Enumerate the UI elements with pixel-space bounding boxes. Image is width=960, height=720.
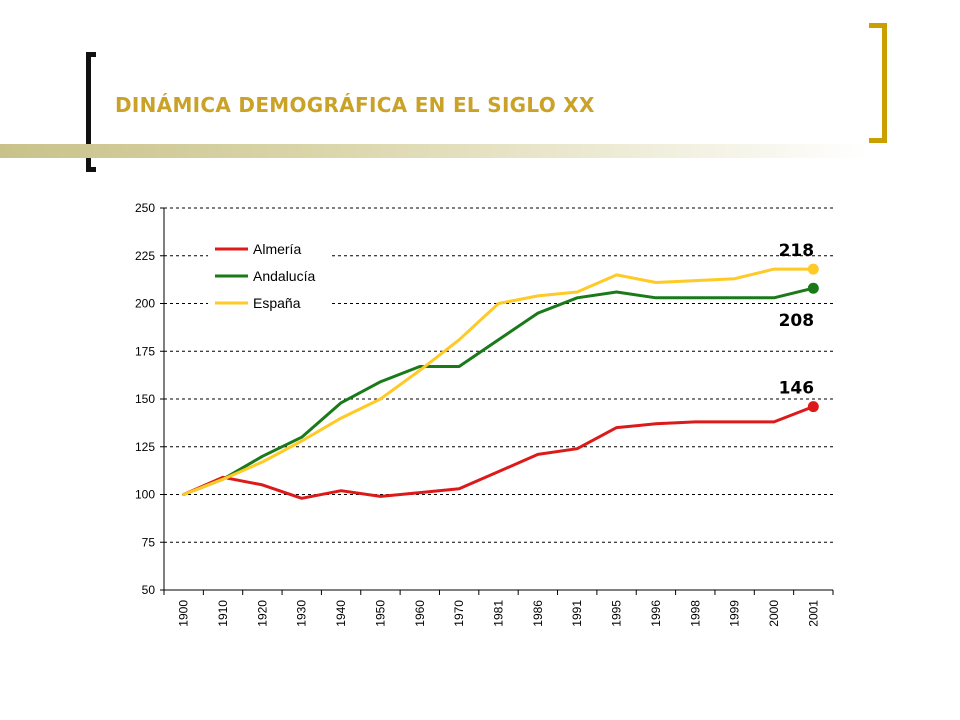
legend-label: Andalucía bbox=[253, 268, 315, 284]
y-tick-label: 225 bbox=[135, 249, 155, 263]
title-underline-band bbox=[0, 144, 870, 158]
series-line-España bbox=[182, 267, 815, 496]
y-tick-label: 100 bbox=[135, 488, 155, 502]
x-tick-label: 1900 bbox=[177, 600, 191, 627]
x-tick-label: 1996 bbox=[649, 600, 663, 627]
series-endpoint-marker bbox=[807, 282, 819, 294]
x-tick-label: 2001 bbox=[806, 600, 820, 627]
x-tick-label: 1970 bbox=[452, 600, 466, 627]
y-tick-label: 75 bbox=[142, 535, 156, 549]
y-tick-label: 50 bbox=[142, 583, 156, 597]
series-endpoint-marker bbox=[807, 401, 819, 413]
end-value-label: 208 bbox=[779, 311, 815, 331]
x-tick-label: 1981 bbox=[492, 600, 506, 627]
legend-label: España bbox=[253, 295, 301, 311]
y-tick-label: 250 bbox=[135, 201, 155, 215]
slide-title: DINÁMICA DEMOGRÁFICA EN EL SIGLO XX bbox=[115, 93, 595, 117]
x-tick-label: 1910 bbox=[216, 600, 230, 627]
end-value-label: 146 bbox=[779, 379, 815, 399]
y-tick-label: 150 bbox=[135, 392, 155, 406]
y-tick-label: 175 bbox=[135, 344, 155, 358]
x-tick-label: 1940 bbox=[334, 600, 348, 627]
x-tick-label: 1999 bbox=[728, 600, 742, 627]
legend: Almería Andalucía España bbox=[208, 236, 332, 314]
series-line-Almería bbox=[182, 405, 815, 500]
end-value-label: 218 bbox=[779, 241, 815, 261]
right-bracket-decoration bbox=[869, 23, 887, 143]
x-tick-label: 1986 bbox=[531, 600, 545, 627]
x-tick-label: 1950 bbox=[373, 600, 387, 627]
legend-label: Almería bbox=[253, 241, 301, 257]
x-tick-label: 2000 bbox=[767, 600, 781, 627]
x-tick-label: 1995 bbox=[610, 600, 624, 627]
x-tick-label: 1920 bbox=[255, 600, 269, 627]
left-bracket-decoration bbox=[86, 52, 96, 172]
series-line-Andalucía bbox=[182, 286, 815, 496]
series-endpoint-marker bbox=[807, 263, 819, 275]
x-tick-label: 1930 bbox=[295, 600, 309, 627]
x-tick-label: 1998 bbox=[688, 600, 702, 627]
x-tick-label: 1960 bbox=[413, 600, 427, 627]
y-tick-label: 200 bbox=[135, 297, 155, 311]
y-tick-label: 125 bbox=[135, 440, 155, 454]
x-tick-label: 1991 bbox=[570, 600, 584, 627]
